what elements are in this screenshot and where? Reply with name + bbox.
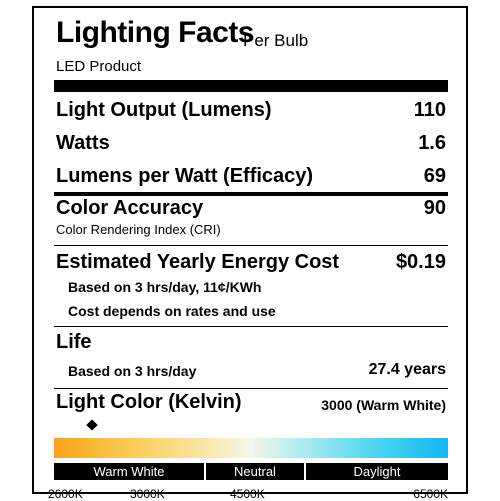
product-type: LED Product: [56, 58, 142, 75]
energy-cost-label: Estimated Yearly Energy Cost: [56, 251, 340, 273]
divider: [54, 326, 448, 327]
color-temperature-gradient: [54, 438, 448, 458]
tick-6500k: 6500K: [413, 487, 448, 501]
energy-cost-value: $0.19: [395, 251, 446, 273]
scale-segment-warm-white: Warm White: [93, 464, 165, 479]
efficacy-label: Lumens per Watt (Efficacy): [56, 165, 314, 187]
light-output-label: Light Output (Lumens): [56, 99, 272, 121]
watts-value: 1.6: [418, 132, 446, 154]
divider: [54, 192, 448, 196]
kelvin-marker-icon: [86, 419, 98, 431]
life-label: Life: [56, 331, 92, 353]
watts-label: Watts: [56, 132, 110, 154]
light-color-value: 3000 (Warm White): [321, 397, 446, 413]
tick-2600k: 2600K: [48, 487, 83, 501]
divider: [54, 245, 448, 246]
tick-4500k: 4500K: [230, 487, 265, 501]
header-divider: [54, 80, 448, 92]
light-output-value: 110: [413, 99, 446, 121]
lighting-facts-label: Lighting Facts Per Bulb LED Product Ligh…: [32, 6, 468, 501]
color-accuracy-value: 90: [423, 197, 446, 219]
scale-segment-daylight: Daylight: [304, 463, 448, 480]
label-subtitle: Per Bulb: [243, 31, 309, 50]
divider: [54, 388, 448, 389]
color-temperature-scale: Warm White Neutral Daylight: [54, 463, 448, 480]
energy-cost-note-1: Based on 3 hrs/day, 11¢/KWh: [68, 279, 262, 295]
tick-3000k: 3000K: [130, 487, 165, 501]
energy-cost-note-2: Cost depends on rates and use: [68, 303, 276, 319]
color-accuracy-label: Color Accuracy: [56, 197, 204, 219]
efficacy-value: 69: [423, 165, 446, 187]
life-note: Based on 3 hrs/day: [68, 363, 197, 379]
label-title: Lighting Facts: [56, 16, 255, 49]
cri-sublabel: Color Rendering Index (CRI): [56, 222, 221, 237]
scale-segment-neutral: Neutral: [204, 463, 304, 480]
life-value: 27.4 years: [368, 361, 446, 378]
light-color-label: Light Color (Kelvin): [56, 391, 242, 413]
